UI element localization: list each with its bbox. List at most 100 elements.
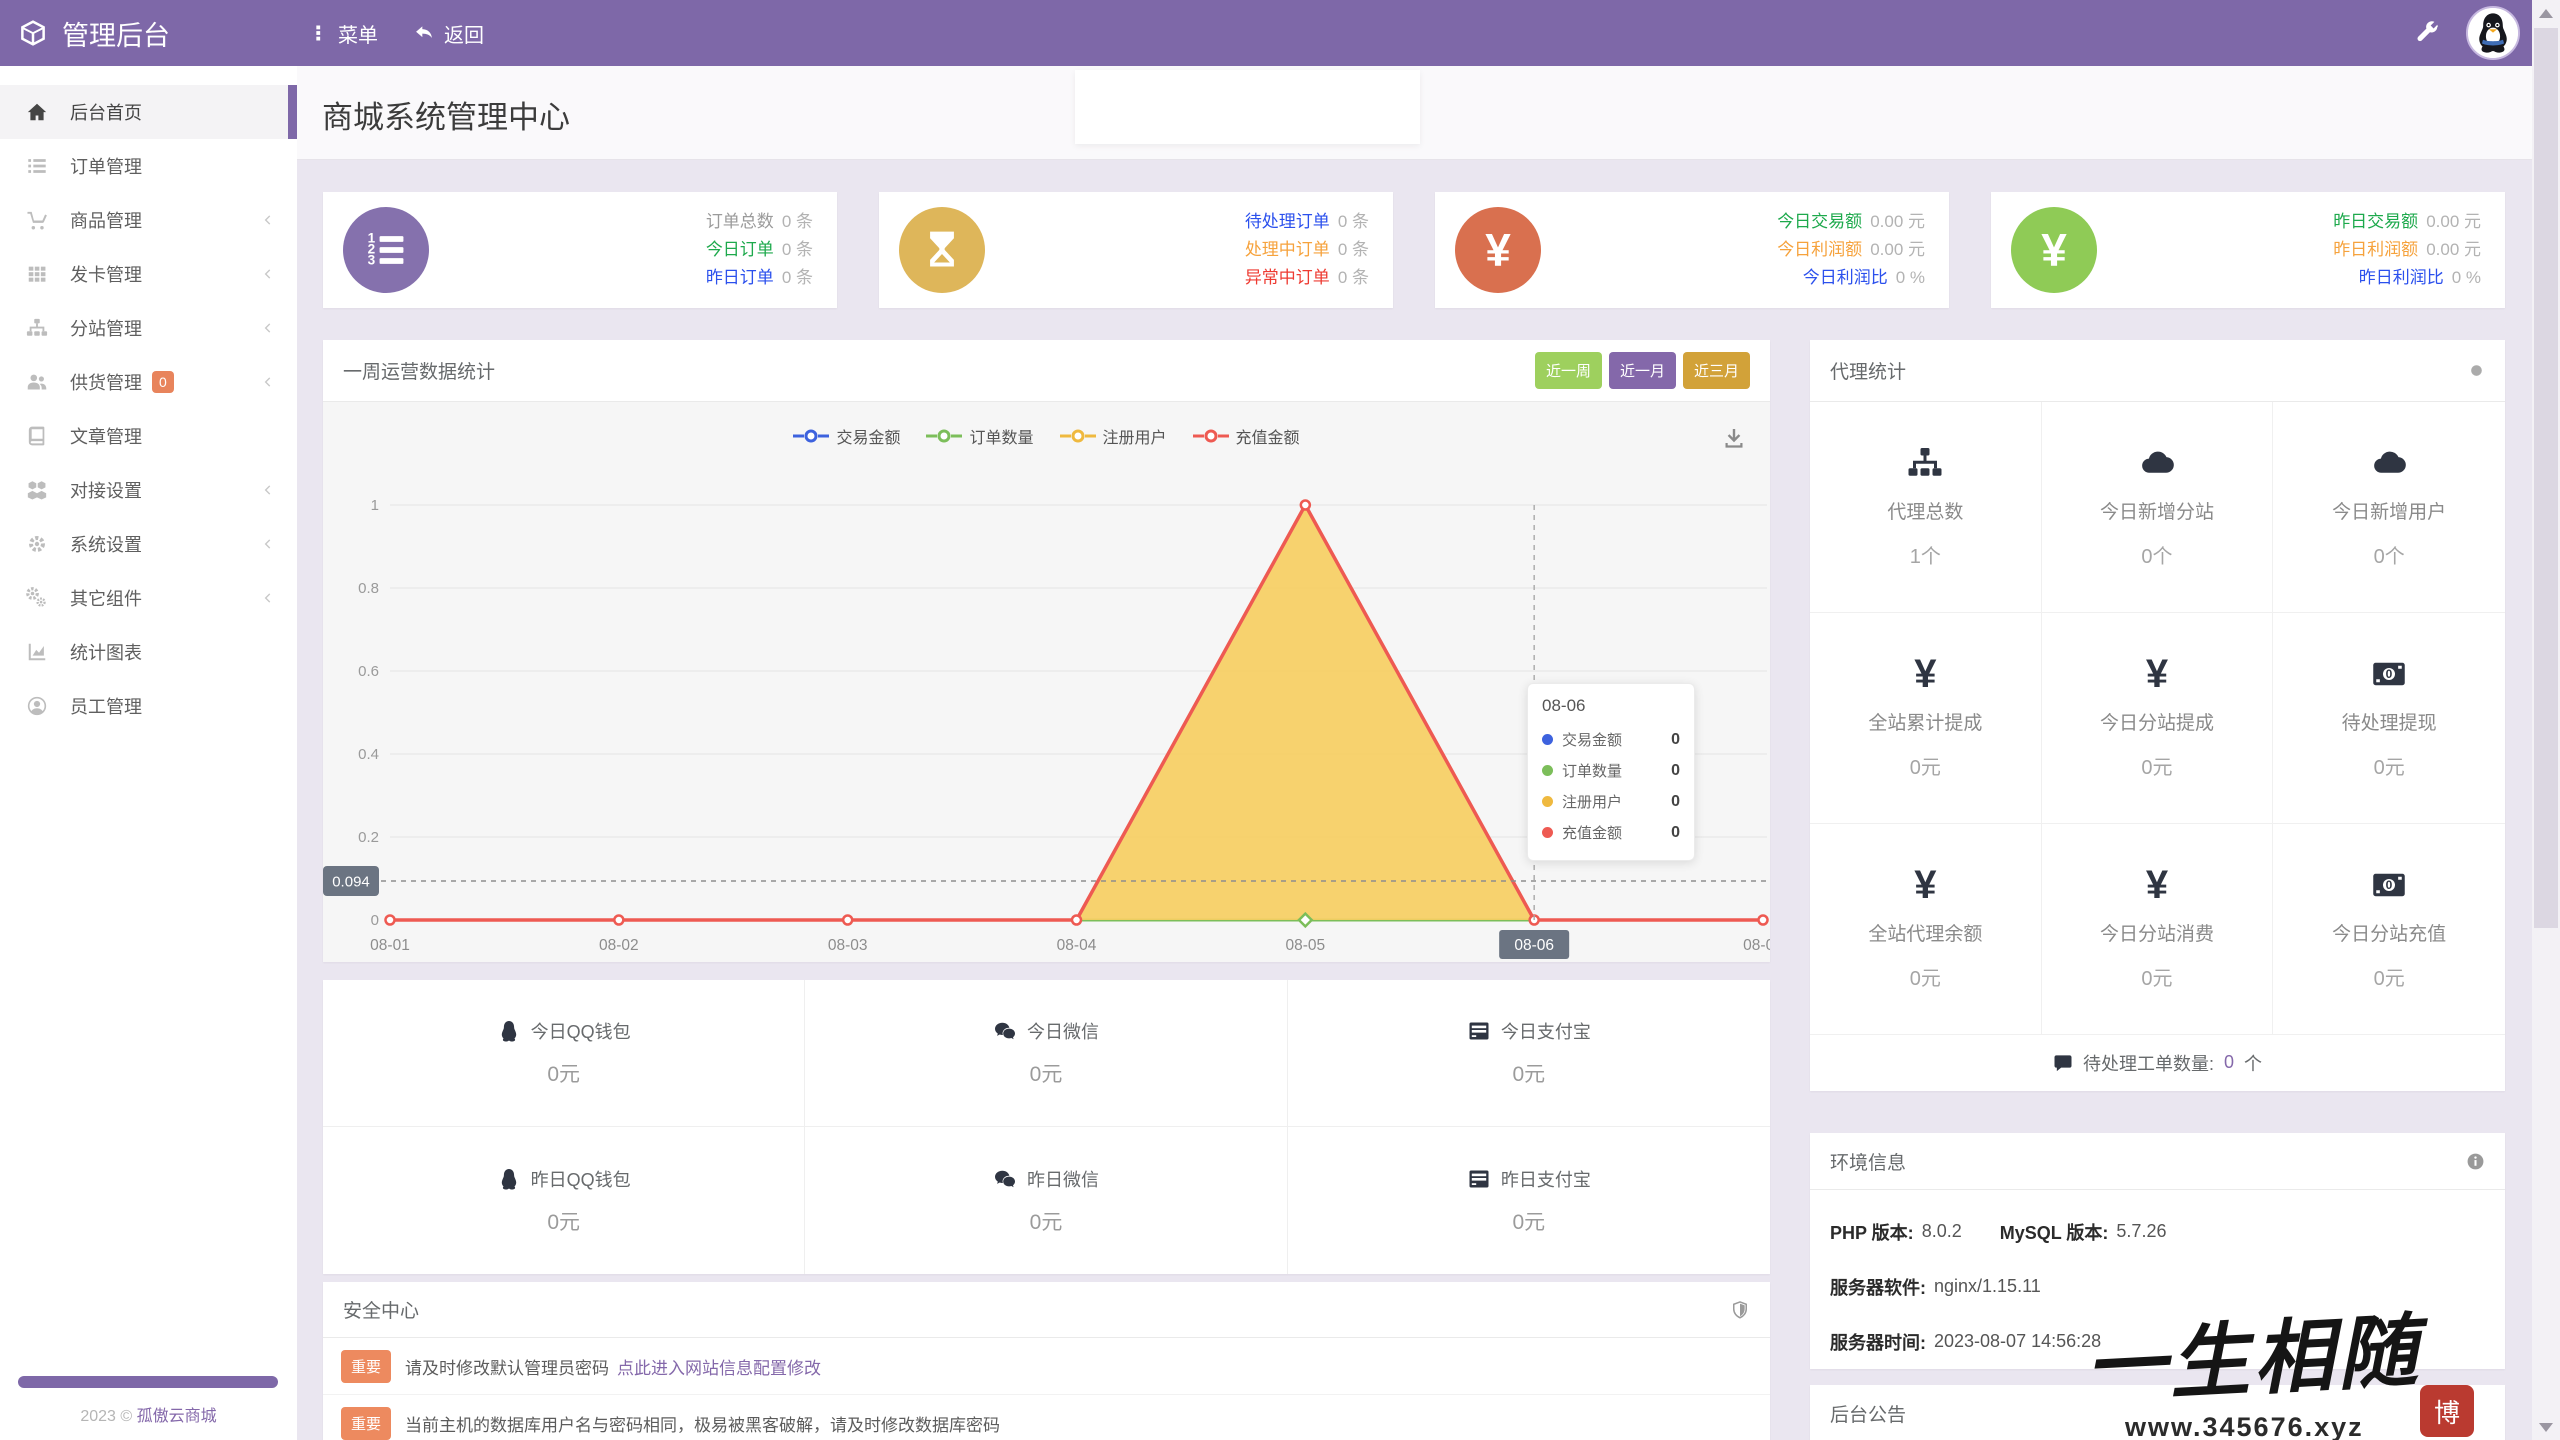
legend-item[interactable]: 注册用户	[1059, 424, 1167, 448]
chevron-left-icon	[261, 483, 275, 497]
agent-stat-cell: 0 今日分站充值 0元	[2273, 824, 2505, 1035]
environment-line: PHP 版本: 8.0.2 MySQL 版本: 5.7.26	[1830, 1221, 2167, 1243]
back-icon	[414, 23, 434, 43]
agent-stat-value: 0元	[2373, 968, 2405, 990]
legend-item[interactable]: 充值金额	[1192, 424, 1300, 448]
tooltip-row: 注册用户 0	[1542, 786, 1680, 817]
stat-line: 昨日订单 0 条	[705, 268, 813, 287]
agent-stat-label: 今日新增分站	[2099, 502, 2214, 523]
comment-icon	[2053, 1053, 2073, 1073]
menu-icon	[308, 23, 328, 43]
grid-icon	[26, 263, 48, 285]
tooltip-title: 08-06	[1542, 696, 1586, 715]
topbar-menu: 菜单 返回	[290, 19, 484, 48]
back-button[interactable]: 返回	[414, 19, 484, 48]
range-button-0[interactable]: 近一周	[1534, 352, 1602, 389]
payment-cell: 昨日QQ钱包 0元	[323, 1127, 806, 1274]
scrollbar-down-arrow[interactable]	[2532, 1414, 2560, 1440]
stat-card-1: 待处理订单 0 条处理中订单 0 条异常中订单 0 条	[879, 192, 1393, 308]
svg-text:2: 2	[368, 242, 376, 257]
book-icon	[26, 425, 48, 447]
scrollbar-up-arrow[interactable]	[2532, 0, 2560, 26]
sidebar-item-11[interactable]: 员工管理	[0, 679, 297, 733]
sidebar-item-0[interactable]: 后台首页	[0, 85, 297, 139]
payment-cell: 今日微信 0元	[805, 980, 1288, 1127]
agent-stat-value: 0个	[2373, 546, 2405, 568]
weekly-stats-panel: 一周运营数据统计 近一周 近一月 近三月 交易金额 订单数量 注册用户 充值金额 0 0.2…	[323, 340, 1770, 962]
range-button-2[interactable]: 近三月	[1682, 352, 1750, 389]
announcement-header: 后台公告	[1810, 1385, 2505, 1440]
payment-cell: 昨日微信 0元	[805, 1127, 1288, 1274]
pending-tickets-label: 待处理工单数量:	[2082, 1053, 2214, 1074]
menu-button[interactable]: 菜单	[308, 19, 378, 48]
agent-stat-cell: ¥ 今日分站消费 0元	[2041, 824, 2274, 1035]
sidebar-item-1[interactable]: 订单管理	[0, 139, 297, 193]
chevron-left-icon	[261, 375, 275, 389]
agent-stat-label: 全站代理余额	[1868, 924, 1983, 945]
important-badge: 重要	[341, 1349, 392, 1383]
wrench-icon[interactable]	[2414, 20, 2440, 46]
footer-brand-link[interactable]: 孤傲云商城	[136, 1408, 217, 1425]
agent-stat-value: 0元	[2373, 757, 2405, 779]
payment-value: 0元	[547, 1210, 580, 1234]
money-bill-icon: 0	[2371, 656, 2407, 692]
chart-panel-title: 一周运营数据统计	[343, 362, 496, 383]
payment-value: 0元	[1512, 1210, 1546, 1234]
payment-label: 今日支付宝	[1500, 1022, 1591, 1042]
agent-stats-title: 代理统计	[1830, 362, 1907, 383]
stat-line: 异常中订单 0 条	[1244, 268, 1369, 287]
money-bill-icon: 0	[2371, 867, 2407, 903]
svg-text:0.4: 0.4	[358, 746, 379, 763]
agent-stat-label: 今日分站消费	[2099, 924, 2214, 945]
sidebar-item-7[interactable]: 对接设置	[0, 463, 297, 517]
chart-area-icon	[26, 641, 48, 663]
scrollbar-thumb[interactable]	[2534, 28, 2558, 928]
sidebar-item-4[interactable]: 分站管理	[0, 301, 297, 355]
range-button-1[interactable]: 近一月	[1608, 352, 1676, 389]
payment-label: 今日微信	[1026, 1022, 1099, 1042]
alert-text: 请及时修改默认管理员密码	[405, 1358, 610, 1378]
sidebar-item-5[interactable]: 供货管理 0	[0, 355, 297, 409]
sidebar-item-2[interactable]: 商品管理	[0, 193, 297, 247]
yen-icon: ¥	[1455, 207, 1541, 293]
agent-stat-label: 今日新增用户	[2332, 502, 2447, 523]
legend-marker-icon	[793, 429, 830, 443]
sidebar: 后台首页 订单管理 商品管理 发卡管理 分站管理 供货管理 0 文章管理 对接设置 系统设置 其它组…	[0, 66, 297, 1440]
circle-dot-icon	[2468, 362, 2485, 379]
legend-item[interactable]: 交易金额	[793, 424, 900, 448]
hourglass-icon	[899, 207, 985, 293]
agent-stat-cell: ¥ 今日分站提成 0元	[2041, 613, 2274, 824]
sidebar-item-6[interactable]: 文章管理	[0, 409, 297, 463]
announcement-panel: 后台公告	[1810, 1385, 2505, 1440]
stat-line: 今日订单 0 条	[705, 240, 813, 259]
agent-stat-cell: 今日新增用户 0个	[2273, 402, 2505, 613]
payment-cell: 今日QQ钱包 0元	[323, 980, 806, 1127]
legend-marker-icon	[926, 429, 963, 443]
sidebar-item-8[interactable]: 系统设置	[0, 517, 297, 571]
payment-stats-grid: 今日QQ钱包 0元 今日微信 0元 今日支付宝 0元 昨日QQ钱包 0元 昨日微信 0元 昨日支付宝…	[323, 980, 1770, 1274]
topbar: 管理后台 菜单 返回	[0, 0, 2560, 66]
chart-panel-header: 一周运营数据统计 近一周 近一月 近三月	[323, 340, 1770, 402]
sidebar-item-10[interactable]: 统计图表	[0, 625, 297, 679]
stat-line: 昨日利润比 0 %	[2358, 268, 2481, 287]
agent-stat-label: 全站累计提成	[1868, 713, 1983, 734]
svg-text:0.094: 0.094	[332, 873, 370, 890]
svg-text:0.6: 0.6	[358, 663, 379, 680]
agent-stat-cell: ¥ 全站累计提成 0元	[1810, 613, 2042, 824]
sidebar-item-label: 供货管理	[70, 373, 142, 393]
pending-tickets: 待处理工单数量: 0 个	[1810, 1035, 2505, 1090]
stat-line: 昨日利润额 0.00 元	[2333, 240, 2481, 259]
sidebar-item-3[interactable]: 发卡管理	[0, 247, 297, 301]
pending-tickets-value: 0	[2224, 1052, 2235, 1072]
sidebar-item-9[interactable]: 其它组件	[0, 571, 297, 625]
chevron-left-icon	[261, 213, 275, 227]
app-title: 管理后台	[62, 20, 170, 51]
download-icon[interactable]	[1722, 426, 1746, 450]
legend-item[interactable]: 订单数量	[926, 424, 1034, 448]
security-alert: 重要 请及时修改默认管理员密码 点此进入网站信息配置修改	[323, 1338, 1770, 1395]
svg-text:08-05: 08-05	[1286, 937, 1326, 954]
gears-icon	[26, 587, 48, 609]
stat-card-3: ¥ 昨日交易额 0.00 元昨日利润额 0.00 元昨日利润比 0 %	[1991, 192, 2505, 308]
avatar[interactable]	[2466, 6, 2520, 60]
alert-link[interactable]: 点此进入网站信息配置修改	[617, 1358, 822, 1378]
